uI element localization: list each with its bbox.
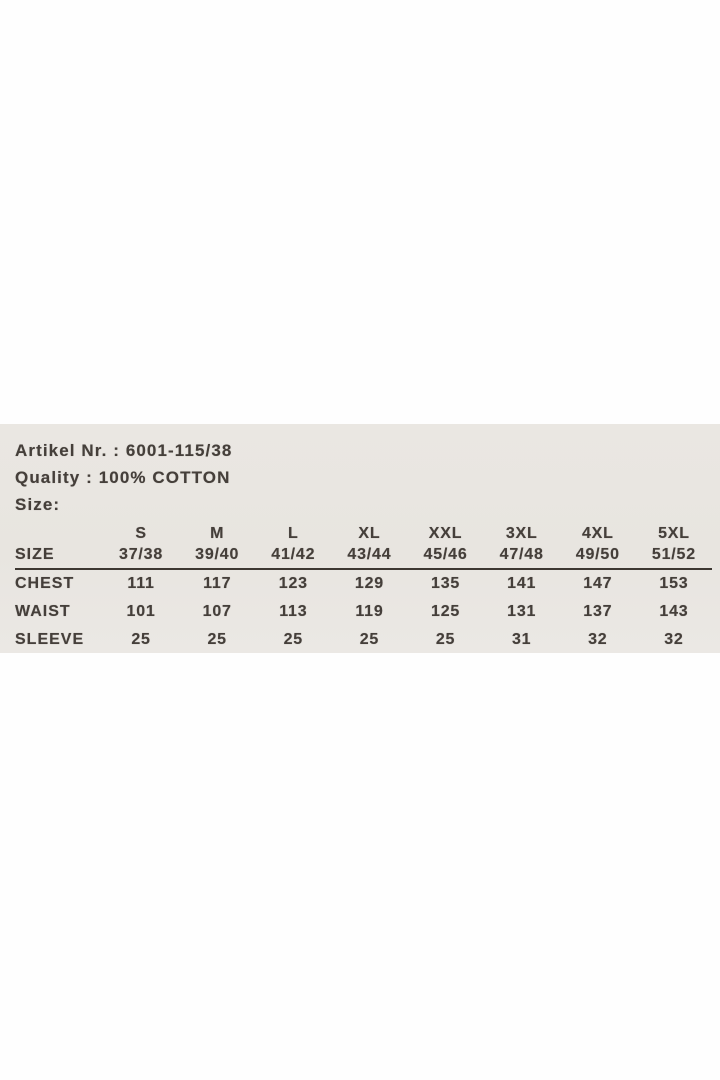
- column-header-4xl: 4XL 49/50: [560, 523, 636, 565]
- chest-value: 111: [127, 575, 155, 592]
- column-header-m: M 39/40: [179, 523, 255, 565]
- quality-line: Quality : 100% COTTON: [15, 468, 231, 487]
- sleeve-value: 31: [511, 631, 532, 648]
- waist-value: 143: [659, 603, 689, 620]
- size-range: 47/48: [499, 546, 544, 563]
- row-label: SLEEVE: [15, 631, 85, 648]
- size-range: 37/38: [119, 546, 164, 563]
- size-table: SIZE S 37/38 M 39/40 L 41/42 XL 43/44: [15, 523, 712, 654]
- table-header-row: SIZE S 37/38 M 39/40 L 41/42 XL 43/44: [15, 523, 712, 570]
- column-header-xl: XL 43/44: [331, 523, 407, 565]
- size-name: 3XL: [505, 525, 538, 542]
- size-name: XXL: [428, 525, 463, 542]
- sleeve-value: 25: [131, 631, 151, 648]
- waist-value: 113: [279, 603, 308, 620]
- size-range: 43/44: [347, 546, 392, 563]
- size-name: S: [135, 525, 147, 542]
- size-name: XL: [358, 525, 381, 542]
- row-label: CHEST: [15, 575, 75, 592]
- chest-value: 135: [431, 575, 461, 592]
- size-name: M: [210, 525, 225, 542]
- waist-value: 125: [431, 603, 461, 620]
- corner-label: SIZE: [15, 546, 55, 563]
- chest-value: 147: [583, 575, 613, 592]
- artikel-number-line: Artikel Nr. : 6001-115/38: [15, 441, 233, 460]
- sleeve-value: 25: [207, 631, 227, 648]
- size-range: 51/52: [651, 546, 696, 563]
- chest-value: 141: [507, 575, 537, 592]
- size-name: L: [288, 525, 299, 542]
- column-header-5xl: 5XL 51/52: [636, 523, 712, 565]
- size-heading: Size:: [15, 495, 61, 514]
- size-range: 49/50: [575, 546, 620, 563]
- size-label: Artikel Nr. : 6001-115/38 Quality : 100%…: [0, 424, 720, 653]
- waist-value: 107: [202, 603, 232, 620]
- chest-value: 123: [278, 575, 308, 592]
- waist-value: 101: [126, 603, 156, 620]
- sleeve-value: 25: [435, 631, 456, 648]
- size-name: 4XL: [581, 525, 614, 542]
- waist-value: 131: [507, 603, 537, 620]
- size-range: 45/46: [423, 546, 468, 563]
- row-label: WAIST: [15, 603, 71, 620]
- sleeve-value: 32: [588, 631, 608, 648]
- sleeve-value: 25: [283, 631, 304, 648]
- column-header-l: L 41/42: [255, 523, 331, 565]
- size-range: 41/42: [271, 546, 316, 563]
- column-header-3xl: 3XL 47/48: [484, 523, 560, 565]
- sleeve-value: 32: [664, 631, 684, 648]
- column-header-xxl: XXL 45/46: [408, 523, 484, 565]
- chest-value: 153: [659, 575, 689, 592]
- size-name: 5XL: [658, 525, 690, 542]
- chest-value: 117: [203, 575, 232, 592]
- size-range: 39/40: [195, 546, 240, 563]
- sleeve-value: 25: [359, 631, 380, 648]
- chest-value: 129: [354, 575, 384, 592]
- table-row-chest: CHEST 111 117 123 129 135 141 147 153: [15, 570, 712, 598]
- column-header-s: S 37/38: [103, 523, 179, 565]
- waist-value: 119: [355, 603, 384, 620]
- waist-value: 137: [583, 603, 613, 620]
- table-row-waist: WAIST 101 107 113 119 125 131 137 143: [15, 598, 712, 626]
- table-row-sleeve: SLEEVE 25 25 25 25 25 31 32 32: [15, 626, 712, 654]
